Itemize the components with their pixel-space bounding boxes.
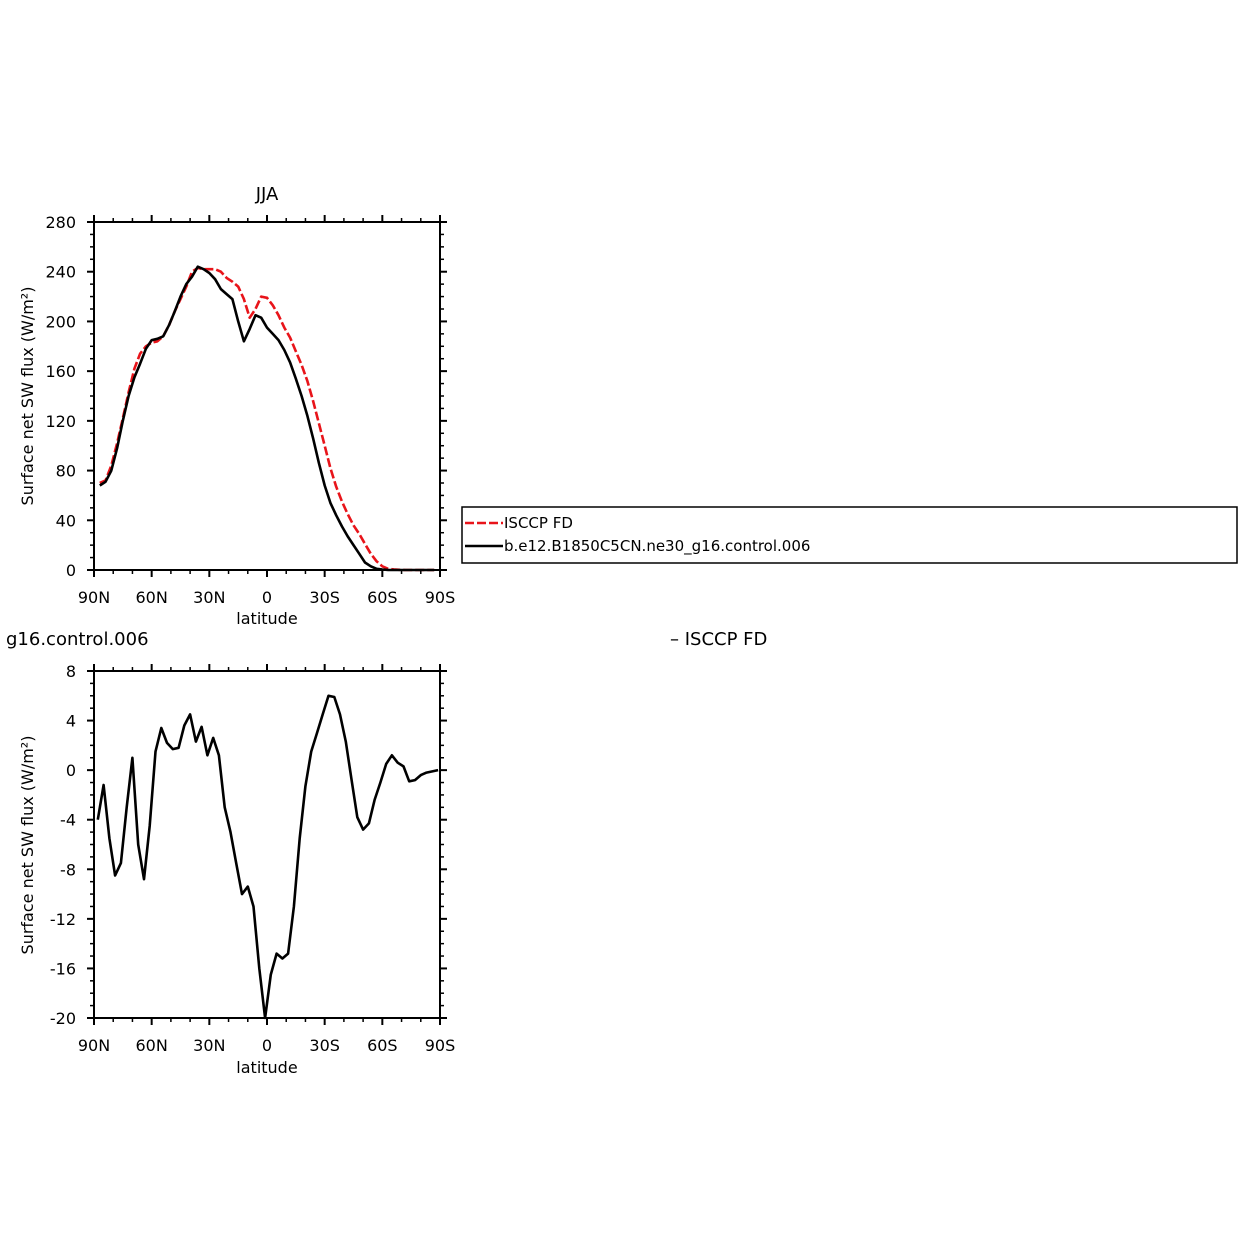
y-tick-label: 80 bbox=[56, 462, 76, 481]
y-tick-label: 4 bbox=[66, 712, 76, 731]
plot-frame bbox=[93, 221, 441, 571]
x-tick-label: 60S bbox=[367, 1036, 398, 1055]
y-tick-label: -20 bbox=[50, 1009, 76, 1028]
y-tick-label: 0 bbox=[66, 761, 76, 780]
x-axis-label: latitude bbox=[236, 609, 297, 628]
x-tick-label: 30S bbox=[309, 588, 340, 607]
x-tick-label: 90S bbox=[425, 588, 456, 607]
y-axis-label: Surface net SW flux (W/m²) bbox=[18, 736, 37, 955]
legend-box bbox=[461, 506, 1238, 564]
y-tick-label: -16 bbox=[50, 959, 76, 978]
series-line-1 bbox=[99, 265, 435, 572]
x-tick-label: 0 bbox=[262, 588, 272, 607]
x-axis-label: latitude bbox=[236, 1058, 297, 1077]
x-tick-label: 30N bbox=[193, 588, 225, 607]
y-tick-label: 200 bbox=[45, 312, 76, 331]
y-tick-label: 160 bbox=[45, 362, 76, 381]
y-tick-label: -12 bbox=[50, 910, 76, 929]
chart-title: JJA bbox=[255, 184, 279, 205]
chart-jja: JJA 0 40 80 120 160 200 240 280 90N 60N 30N 0 30S 60S… bbox=[18, 184, 455, 628]
y-tick-label: 0 bbox=[66, 561, 76, 580]
x-tick-label: 30N bbox=[193, 1036, 225, 1055]
chart-difference: g16.control.006 – ISCCP FD -20 -16 -12 -8 -4… bbox=[6, 629, 767, 1077]
x-tick-label: 60N bbox=[136, 1036, 168, 1055]
y-tick-label: 240 bbox=[45, 263, 76, 282]
x-tick-label: 60S bbox=[367, 588, 398, 607]
y-tick-label: 120 bbox=[45, 412, 76, 431]
y-tick-label: -8 bbox=[60, 860, 76, 879]
y-axis-label: Surface net SW flux (W/m²) bbox=[18, 287, 37, 506]
y-tick-label: 280 bbox=[45, 213, 76, 232]
x-tick-label: 0 bbox=[262, 1036, 272, 1055]
x-tick-label: 90N bbox=[78, 588, 110, 607]
y-tick-label: -4 bbox=[60, 811, 76, 830]
y-tick-label: 40 bbox=[56, 511, 76, 530]
series-line-0 bbox=[99, 266, 435, 572]
legend-label-isccp: ISCCP FD bbox=[504, 514, 573, 532]
x-tick-label: 90S bbox=[425, 1036, 456, 1055]
chart-subtitle: – ISCCP FD bbox=[670, 629, 767, 650]
plot-frame bbox=[93, 670, 441, 1019]
x-tick-label: 60N bbox=[136, 588, 168, 607]
series-line-0 bbox=[96, 694, 439, 1020]
x-tick-label: 30S bbox=[309, 1036, 340, 1055]
chart-title: g16.control.006 bbox=[6, 629, 149, 650]
y-tick-label: 8 bbox=[66, 662, 76, 681]
legend: ISCCP FD b.e12.B1850C5CN.ne30_g16.contro… bbox=[461, 506, 1238, 564]
legend-label-model: b.e12.B1850C5CN.ne30_g16.control.006 bbox=[504, 537, 810, 556]
x-tick-label: 90N bbox=[78, 1036, 110, 1055]
